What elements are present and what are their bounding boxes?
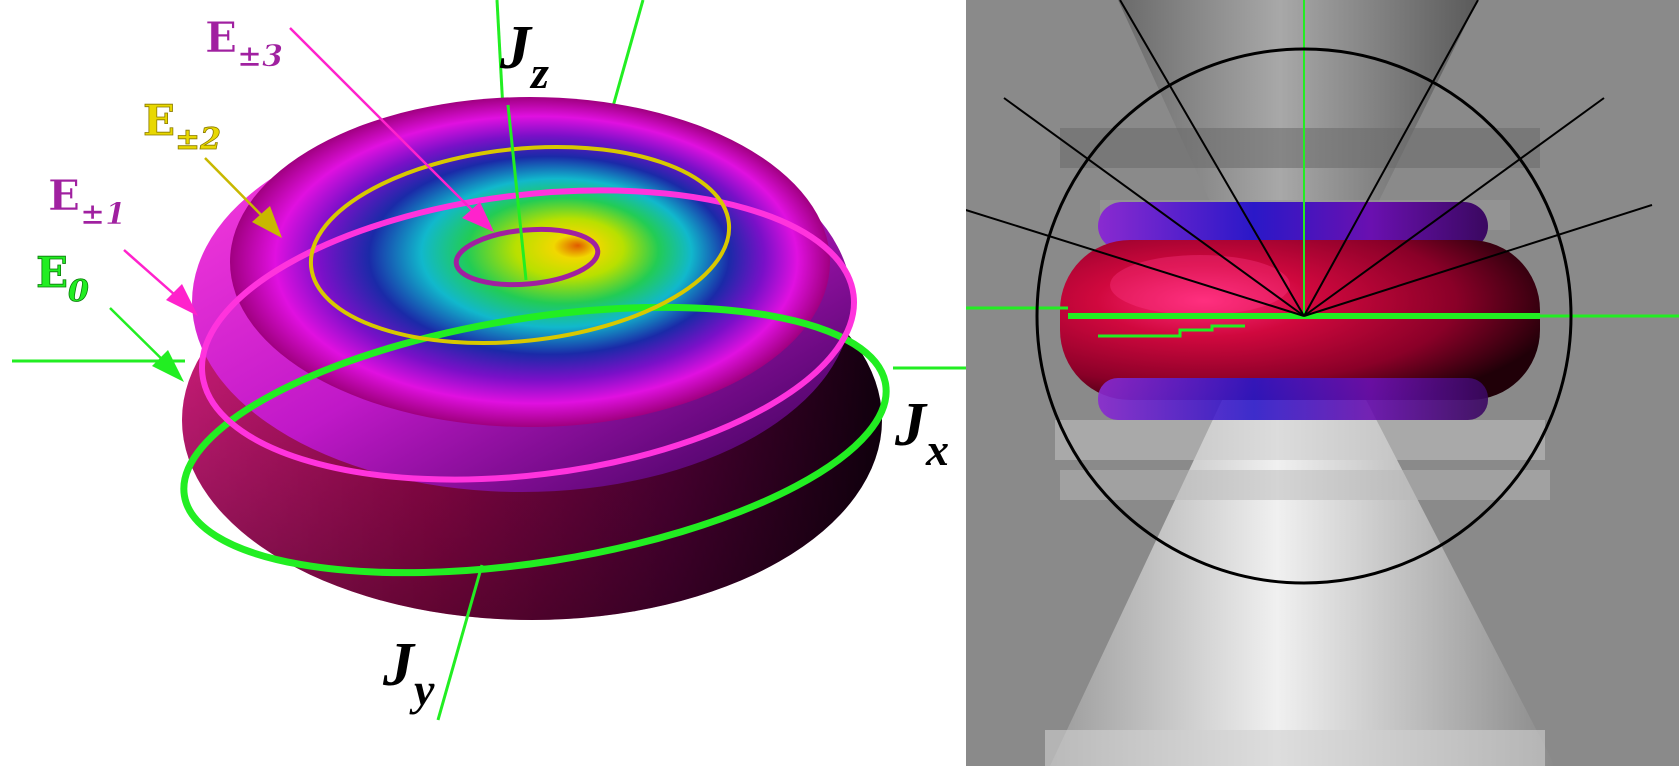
axis-label-jx: Jx: [894, 391, 949, 475]
small-step-line: [1098, 324, 1245, 338]
pointer-e3: [289, 27, 494, 232]
axis-label-jz: Jz: [499, 14, 549, 98]
z-axis-line-upper-2: [610, 0, 645, 111]
ring-e2: [308, 145, 732, 345]
z-axis-line-upper: [495, 0, 505, 111]
ring-e0: [180, 303, 890, 577]
left-panel: E±3 E±2 E±1 E0 Jz Jx Jy: [12, 0, 966, 721]
z-axis-line-center: [506, 104, 528, 281]
radial-lines: [966, 0, 1653, 317]
ring-e3: [453, 226, 601, 288]
label-e0: E0: [36, 248, 89, 309]
ring-e1: [198, 187, 858, 483]
axis-label-jy: Jy: [382, 631, 435, 715]
label-e1: E±1: [48, 171, 126, 232]
pointer-e2: [204, 157, 282, 238]
pointer-e0: [109, 307, 184, 382]
lower-cone: [1050, 330, 1555, 766]
label-e2: E±2: [143, 96, 221, 157]
section-circle: [1035, 47, 1573, 585]
right-panel: [966, 0, 1679, 766]
energy-surface: [182, 97, 882, 620]
label-e3: E±3: [205, 13, 283, 74]
y-axis-line: [436, 564, 484, 721]
pointer-e1: [123, 249, 198, 316]
